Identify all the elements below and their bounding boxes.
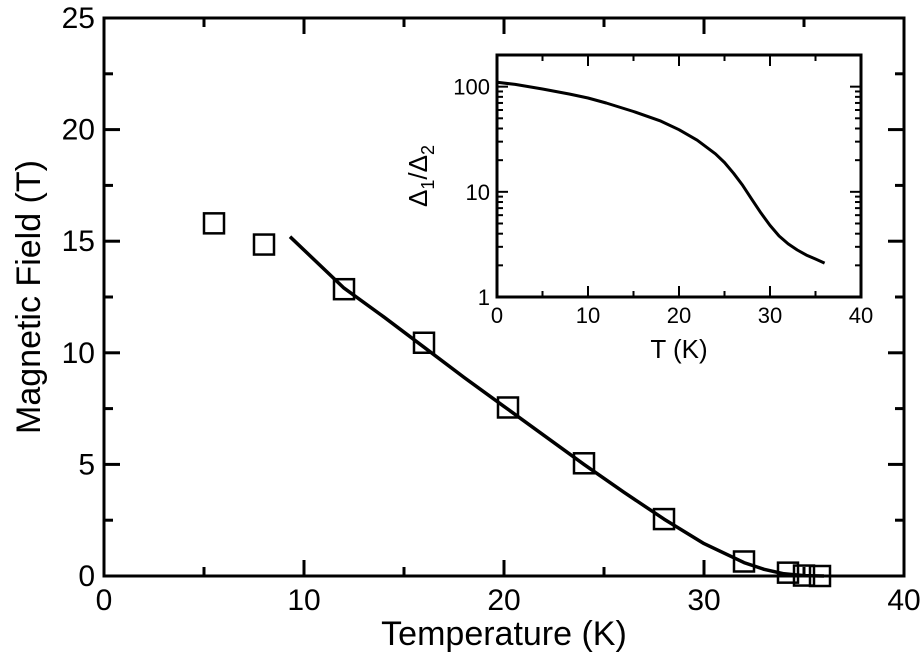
main-data-point xyxy=(572,452,596,475)
inset-tick-labels: 0 10 20 30 40 1 10 100 xyxy=(453,75,873,328)
inset-y-tick-label: 100 xyxy=(453,75,490,100)
main-data-point xyxy=(252,233,276,256)
inset-y-label-sub-1: 1 xyxy=(418,180,438,190)
main-y-tick-label: 15 xyxy=(62,225,95,258)
main-y-tick-label: 10 xyxy=(62,337,95,370)
inset-x-axis-label: T (K) xyxy=(650,334,707,364)
inset-y-label-slash: / xyxy=(403,172,433,180)
inset-curve xyxy=(496,80,826,265)
inset-ticks xyxy=(496,54,862,298)
inset-x-tick-label: 10 xyxy=(576,303,600,328)
svg-text:Δ1/Δ2: Δ1/Δ2 xyxy=(403,145,438,207)
main-x-tick-label: 0 xyxy=(96,584,113,617)
main-x-tick-label: 40 xyxy=(887,584,920,617)
inset-x-tick-label: 20 xyxy=(667,303,691,328)
main-data-point xyxy=(732,550,756,573)
main-y-tick-label: 0 xyxy=(78,560,95,593)
inset-line-group xyxy=(496,80,826,265)
main-data-point xyxy=(332,277,356,301)
main-data-point xyxy=(792,564,816,587)
inset-y-tick-label: 1 xyxy=(478,285,490,310)
main-x-tick-label: 20 xyxy=(487,584,520,617)
main-y-tick-label: 20 xyxy=(62,114,95,147)
inset-x-tick-label: 30 xyxy=(758,303,782,328)
main-data-point xyxy=(776,561,800,584)
inset-plot-background xyxy=(497,55,861,297)
inset-y-tick-label: 10 xyxy=(466,180,490,205)
inset-y-axis-label: Δ1/Δ2 xyxy=(403,145,438,207)
main-x-axis-label: Temperature (K) xyxy=(381,615,627,653)
main-data-point xyxy=(202,212,226,235)
main-fit-line-group xyxy=(288,235,825,578)
main-data-point xyxy=(652,507,676,531)
main-x-tick-label: 10 xyxy=(287,584,320,617)
main-markers xyxy=(202,212,832,588)
main-x-tick-label: 30 xyxy=(687,584,720,617)
main-ticks xyxy=(102,16,906,578)
inset-y-label-delta-2: Δ xyxy=(403,155,433,172)
inset-x-tick-label: 40 xyxy=(849,303,873,328)
inset-y-label-sub-2: 2 xyxy=(418,145,438,155)
main-y-tick-label: 5 xyxy=(78,448,95,481)
inset-y-label-delta-1: Δ xyxy=(403,190,433,207)
main-y-axis-label: Magnetic Field (T) xyxy=(10,160,48,434)
main-data-point xyxy=(808,564,832,588)
inset-x-tick-label: 0 xyxy=(491,303,503,328)
main-fit-line xyxy=(288,235,825,578)
main-y-tick-label: 25 xyxy=(62,2,95,35)
main-data-point xyxy=(412,331,436,355)
main-data-point xyxy=(496,396,520,419)
